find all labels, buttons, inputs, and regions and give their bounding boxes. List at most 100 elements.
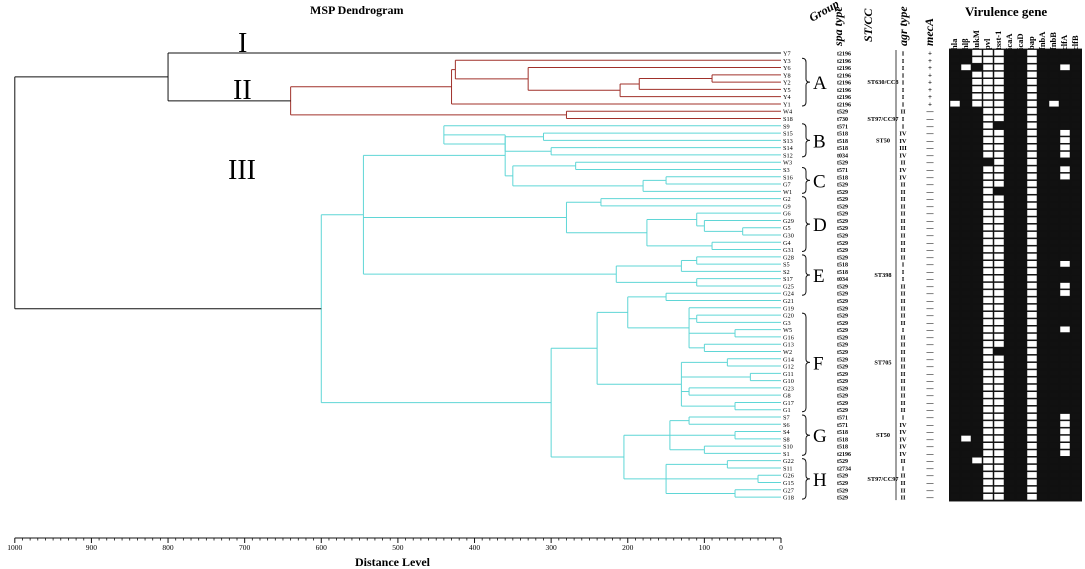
spa-type-label: t529 <box>837 365 848 371</box>
heatmap-cell <box>1015 486 1027 493</box>
heatmap-cell <box>1037 362 1049 370</box>
gene-header-label: pvl <box>982 38 992 50</box>
spa-type-label: t529 <box>837 306 848 312</box>
heatmap-cell <box>1070 158 1082 166</box>
heatmap-cell <box>949 245 961 253</box>
heatmap-cell <box>993 376 1005 384</box>
heatmap-cell <box>1048 325 1060 333</box>
heatmap-cell <box>1048 420 1060 428</box>
agr-type-label: II <box>900 218 906 225</box>
heatmap-cell <box>982 362 994 370</box>
heatmap-cell <box>1015 478 1027 486</box>
heatmap-cell <box>1070 114 1082 122</box>
heatmap-cell <box>993 122 1005 129</box>
heatmap-cell <box>971 151 983 159</box>
heatmap-cell <box>971 114 983 122</box>
heatmap-cell <box>993 442 1005 450</box>
strain-label: G20 <box>783 313 794 320</box>
heatmap-cell <box>993 427 1005 435</box>
meca-label: — <box>926 348 935 356</box>
spa-type-label: t529 <box>837 488 848 494</box>
heatmap-cell <box>1037 209 1049 217</box>
st-cc-label: ST50 <box>876 432 890 439</box>
gene-header-label: fnbA <box>1037 31 1047 50</box>
gene-header-label: clfA <box>1059 34 1069 50</box>
heatmap-cell <box>1048 173 1060 180</box>
heatmap-cell <box>1026 275 1038 282</box>
spa-type-label: t529 <box>837 212 848 218</box>
x-axis-tick-label: 600 <box>316 543 328 552</box>
heatmap-cell <box>1004 93 1016 100</box>
agr-type-label: IV <box>899 167 907 174</box>
heatmap-cell <box>949 114 961 122</box>
heatmap-cell <box>1070 362 1082 370</box>
heatmap-cell <box>993 78 1005 86</box>
strain-label: S5 <box>783 262 790 269</box>
heatmap-cell <box>1048 296 1060 304</box>
meca-label: — <box>926 253 935 261</box>
heatmap-cell <box>1004 245 1016 253</box>
heatmap-cell <box>993 340 1005 348</box>
heatmap-cell <box>1004 107 1016 115</box>
strain-label: Y5 <box>783 87 791 94</box>
heatmap-cell <box>1026 253 1038 260</box>
meca-label: — <box>926 457 935 465</box>
heatmap-cell <box>993 471 1005 479</box>
heatmap-cell <box>960 173 972 180</box>
strain-label: G13 <box>783 342 794 349</box>
heatmap-cell <box>960 49 972 57</box>
spa-type-label: t518 <box>837 175 848 181</box>
heatmap-cell <box>949 311 961 319</box>
heatmap-cell <box>1059 449 1071 457</box>
heatmap-cell <box>971 493 983 501</box>
heatmap-cell <box>971 413 983 421</box>
heatmap-cell <box>971 369 983 377</box>
heatmap-cell <box>1070 471 1082 479</box>
heatmap-cell <box>982 238 994 246</box>
heatmap-cell <box>1026 180 1038 188</box>
heatmap-cell <box>1004 173 1016 180</box>
agr-type-label: IV <box>899 131 907 138</box>
heatmap-cell <box>971 282 983 290</box>
meca-label: — <box>926 224 935 232</box>
heatmap-cell <box>982 165 994 173</box>
heatmap-cell <box>982 333 994 341</box>
heatmap-cell <box>1026 340 1038 348</box>
spa-type-label: t2196 <box>837 452 851 458</box>
heatmap-cell <box>960 187 972 195</box>
strain-label: G24 <box>783 291 795 298</box>
heatmap-cell <box>1015 187 1027 195</box>
heatmap-cell <box>1070 93 1082 100</box>
meca-label: + <box>928 100 932 108</box>
spa-type-label: t529 <box>837 183 848 189</box>
heatmap-cell <box>1059 493 1071 501</box>
heatmap-cell <box>1037 282 1049 290</box>
heatmap-cell <box>993 245 1005 253</box>
strain-label: G25 <box>783 283 794 290</box>
heatmap-cell <box>1004 136 1016 144</box>
heatmap-cell <box>1004 406 1016 413</box>
agr-type-label: II <box>900 305 906 312</box>
heatmap-cell <box>1037 347 1049 355</box>
header-stcc: ST/CC <box>861 8 875 42</box>
heatmap-cell <box>993 449 1005 457</box>
strain-label: G31 <box>783 247 794 254</box>
heatmap-cell <box>1048 340 1060 348</box>
heatmap-cell <box>1026 231 1038 239</box>
meca-label: — <box>926 261 935 269</box>
heatmap-cell <box>960 238 972 246</box>
heatmap-cell <box>982 224 994 231</box>
meca-label: — <box>926 355 935 363</box>
heatmap-cell <box>1015 100 1027 108</box>
heatmap-cell <box>982 427 994 435</box>
heatmap-cell <box>1015 304 1027 311</box>
heatmap-cell <box>982 158 994 166</box>
spa-type-label: t529 <box>837 343 848 349</box>
heatmap-cell <box>1070 231 1082 239</box>
strain-label: G23 <box>783 385 794 392</box>
heatmap-cell <box>1070 296 1082 304</box>
heatmap-cell <box>971 464 983 472</box>
heatmap-cell <box>1037 267 1049 275</box>
heatmap-cell <box>960 63 972 71</box>
heatmap-cell <box>1059 180 1071 188</box>
